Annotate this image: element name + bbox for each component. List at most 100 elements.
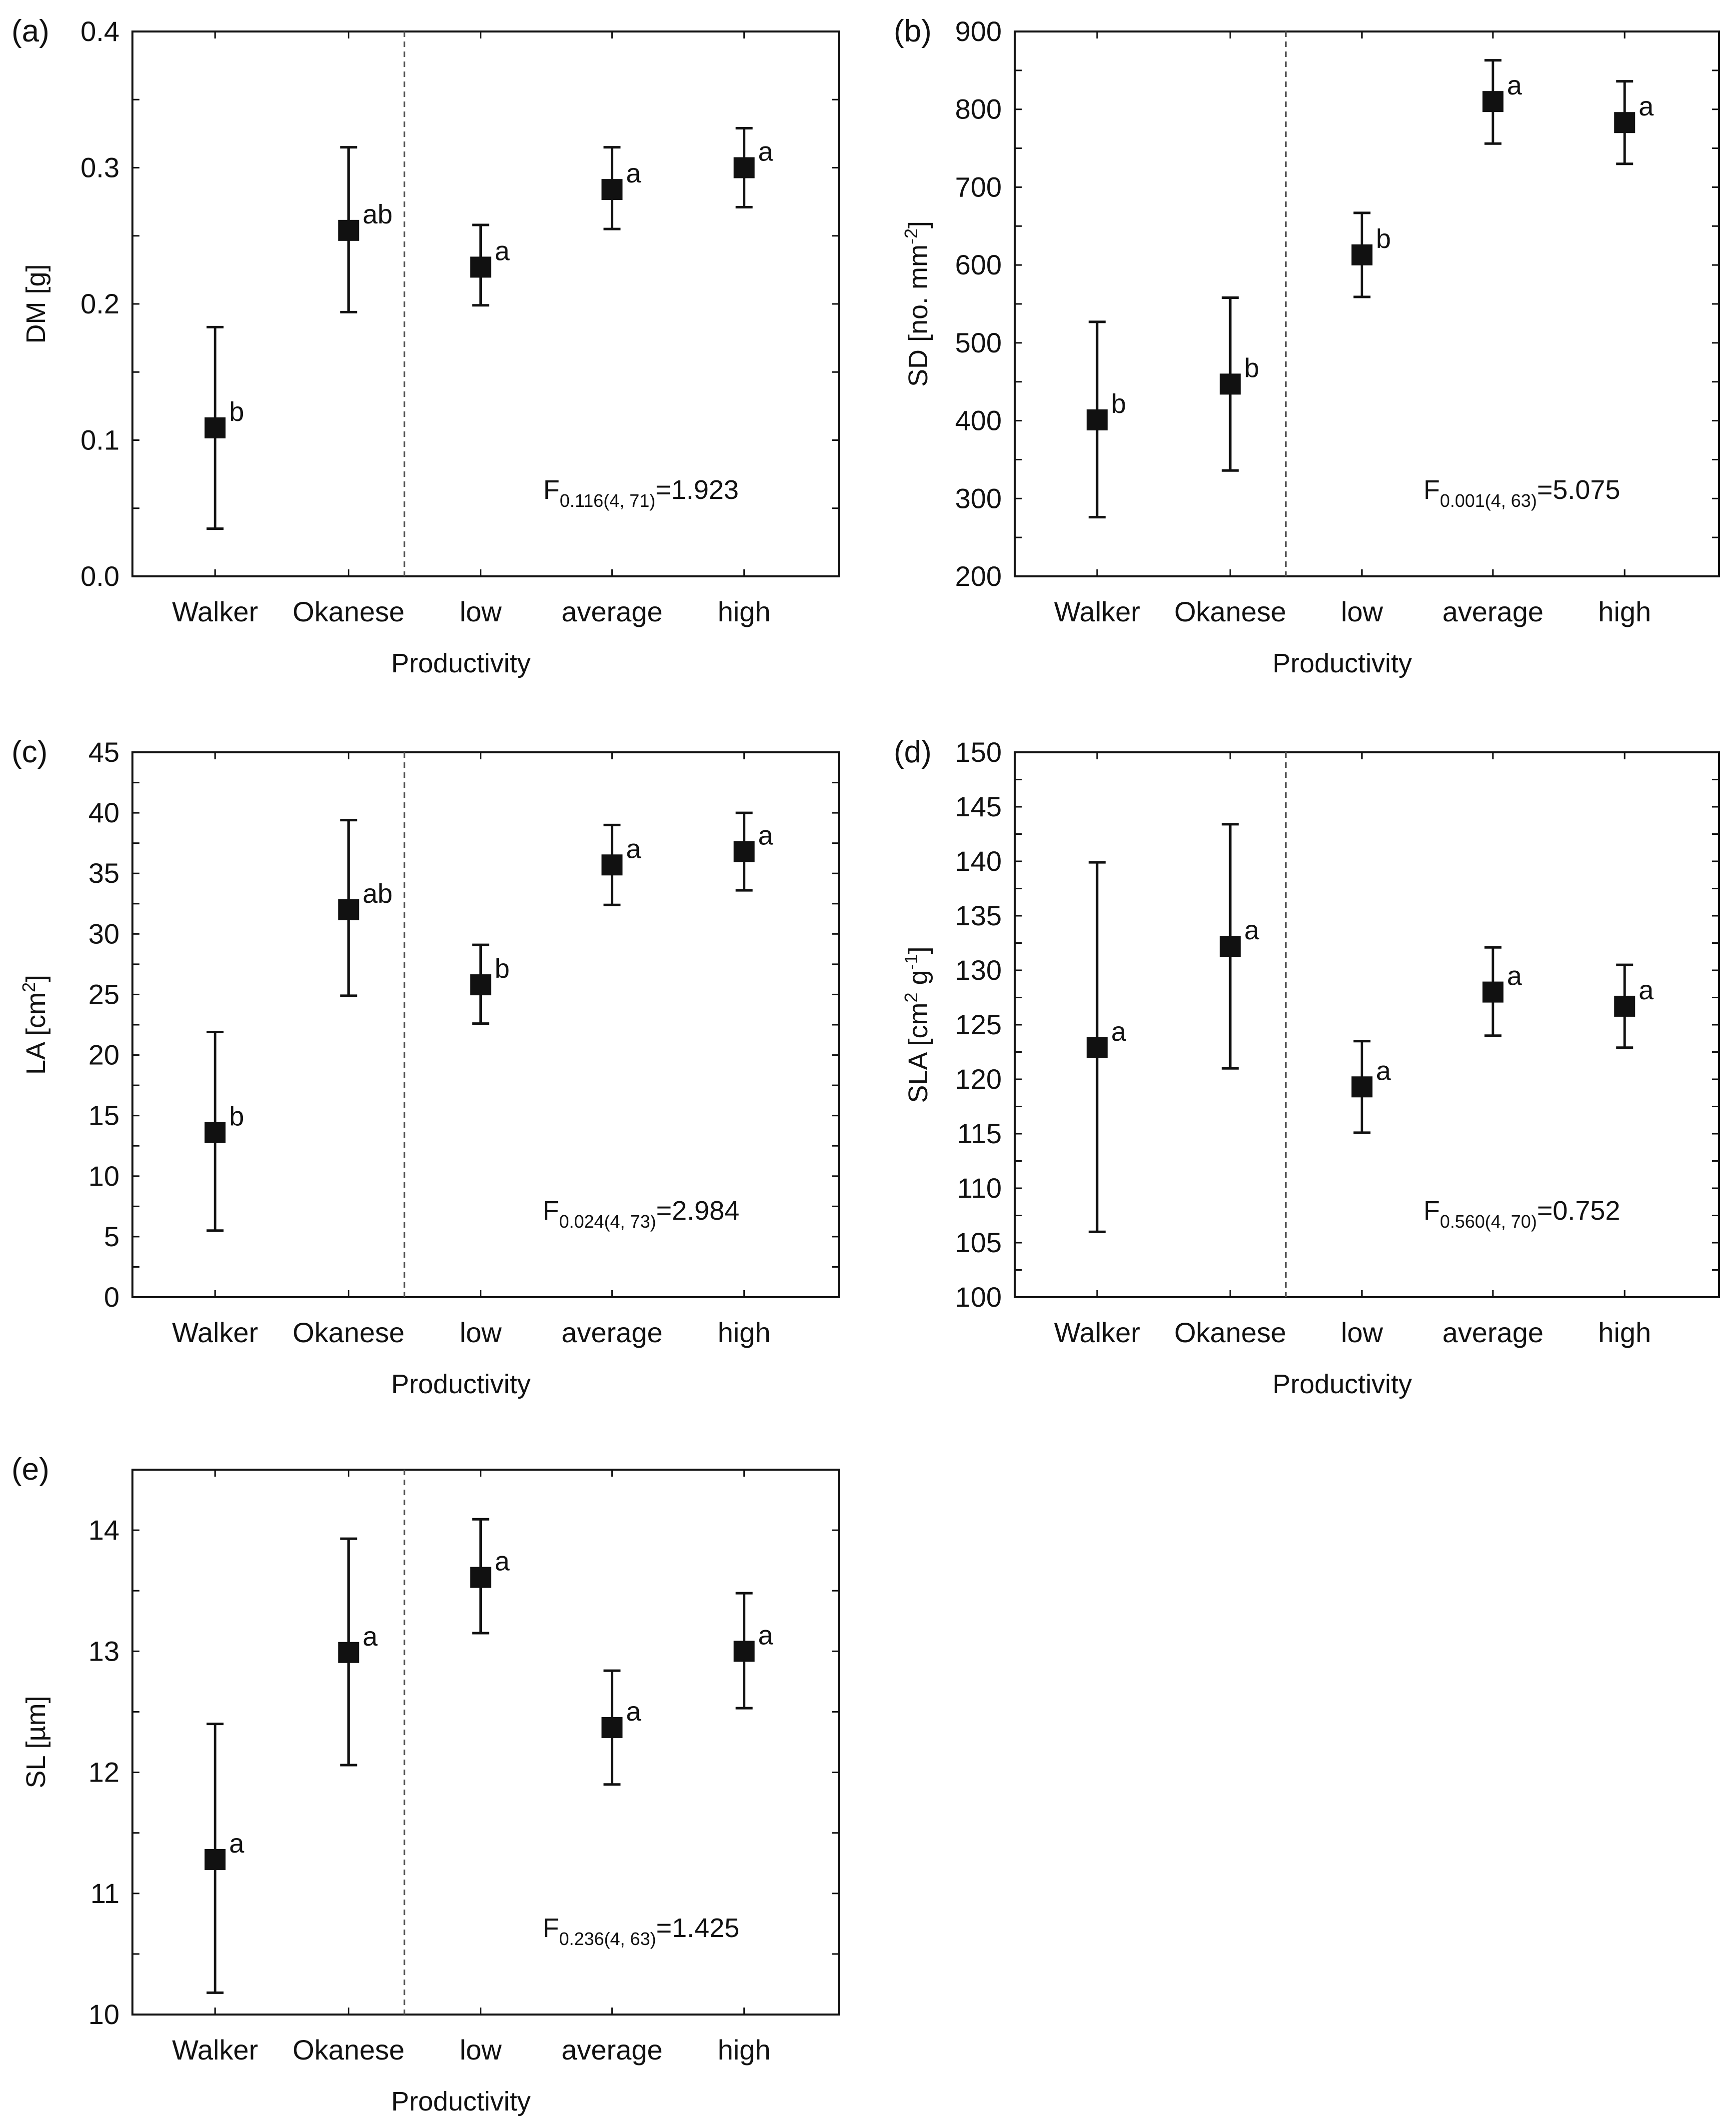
y-tick-label: 20 [88,1039,119,1071]
f-statistic: F0.116(4, 71)=1.923 [543,475,739,511]
panel-label: (c) [11,735,47,769]
f-statistic-value: =1.923 [655,475,739,505]
x-tick-label-average: average [561,2034,662,2066]
significance-letter: a [626,834,641,864]
significance-letter: a [495,236,510,266]
mean-marker-average [1482,91,1504,112]
f-statistic: F0.024(4, 73)=2.984 [542,1196,739,1232]
significance-letter: b [495,954,510,984]
significance-letter: b [1111,389,1126,419]
panel-c: 0 5 10 15 20 25 30 35 40 45 Walker Okanese low averag… [11,735,840,1399]
f-statistic-prefix: F [543,475,560,505]
y-tick-label: 30 [88,918,119,949]
y-tick-label: 130 [955,954,1002,986]
x-tick-label-Okanese: Okanese [292,596,404,627]
f-statistic-prefix: F [542,1196,559,1226]
y-tick-label: 900 [955,15,1002,47]
y-tick-label: 125 [955,1009,1002,1040]
x-tick-label-high: high [718,2034,771,2066]
f-statistic-value: =2.984 [656,1196,740,1226]
x-tick-label-low: low [1341,596,1384,627]
f-statistic: F0.560(4, 70)=0.752 [1424,1196,1621,1232]
mean-marker-low [470,1567,491,1588]
x-tick-label-Walker: Walker [172,596,258,627]
f-statistic-subscript: 0.116(4, 71) [560,490,655,511]
x-tick-label-Walker: Walker [1054,596,1140,627]
x-tick-label-Okanese: Okanese [1174,1317,1286,1348]
y-tick-label: 400 [955,405,1002,436]
y-tick-label: 0.1 [80,424,119,456]
mean-marker-Walker [1086,1037,1108,1058]
panel-label: (b) [894,14,932,48]
y-tick-label: 600 [955,249,1002,280]
mean-marker-low [1351,1076,1373,1098]
f-statistic-subscript: 0.001(4, 63) [1440,490,1537,511]
significance-letter: a [758,137,774,167]
y-tick-label: 12 [88,1757,119,1788]
y-tick-label: 40 [88,797,119,828]
y-tick-label: 100 [955,1281,1002,1313]
y-tick-label: 0.0 [80,560,119,592]
mean-marker-low [470,256,491,278]
y-axis-title: DM [g] [21,264,51,343]
y-tick-label: 0 [104,1281,119,1313]
f-statistic-prefix: F [1424,475,1440,505]
x-tick-label-high: high [718,1317,771,1348]
mean-marker-average [601,854,623,876]
panel-label: (d) [894,735,932,769]
y-axis-title: SL [µm] [21,1696,51,1788]
mean-marker-Walker [1086,409,1108,431]
x-tick-label-average: average [1443,1317,1544,1348]
y-tick-label: 25 [88,978,119,1010]
y-tick-label: 10 [88,1160,119,1192]
mean-marker-Okanese [338,1642,359,1663]
mean-marker-average [1482,981,1504,1003]
mean-marker-high [733,157,755,178]
mean-marker-low [1351,244,1373,265]
mean-marker-average [601,179,623,200]
y-tick-label: 15 [88,1100,119,1131]
mean-marker-average [601,1717,623,1738]
x-tick-label-Okanese: Okanese [292,2034,404,2066]
significance-letter: a [1639,975,1654,1005]
x-tick-label-average: average [561,596,662,627]
f-statistic: F0.001(4, 63)=5.075 [1424,475,1621,511]
y-axis-title-base: SD [no. mm [903,244,933,387]
y-tick-label: 145 [955,791,1002,822]
significance-letter: b [229,397,244,427]
f-statistic-value: =0.752 [1537,1196,1621,1226]
significance-letter: a [1244,915,1260,945]
significance-letter: a [1507,961,1523,991]
panels: 0.0 0.1 0.2 0.3 0.4 Walker Okanese low average hi… [11,14,1720,2117]
mean-marker-Walker [204,1849,226,1870]
panel-d: 100 105 110 115 120 125 130 135 140 145 150 Walker O… [894,735,1720,1399]
mean-marker-Okanese [1220,936,1241,957]
y-tick-label: 45 [88,736,119,768]
significance-letter: ab [362,879,392,909]
significance-letter: a [758,1620,774,1650]
panel-label: (e) [11,1452,49,1487]
significance-letter: ab [362,199,392,229]
y-tick-label: 10 [88,1999,119,2030]
y-axis-title-sup: 2 [901,992,921,1002]
y-tick-label: 800 [955,93,1002,125]
y-tick-label: 0.4 [80,15,119,47]
y-tick-label: 0.3 [80,152,119,183]
y-tick-label: 0.2 [80,288,119,319]
panel-b: 200 300 400 500 600 700 800 900 Walker Okanese low… [894,14,1720,678]
y-tick-label: 5 [104,1221,119,1252]
significance-letter: a [1507,70,1523,100]
significance-letter: a [626,1697,641,1727]
x-axis-title: Productivity [391,1369,530,1399]
y-tick-label: 13 [88,1635,119,1667]
y-tick-label: 150 [955,736,1002,768]
x-tick-label-Okanese: Okanese [292,1317,404,1348]
x-tick-label-Walker: Walker [172,1317,258,1348]
x-tick-label-Walker: Walker [1054,1317,1140,1348]
significance-letter: a [495,1547,510,1577]
x-tick-label-Okanese: Okanese [1174,596,1286,627]
f-statistic-subscript: 0.024(4, 73) [559,1211,656,1232]
y-tick-label: 105 [955,1227,1002,1258]
y-axis-title-sup: -2 [901,228,921,244]
